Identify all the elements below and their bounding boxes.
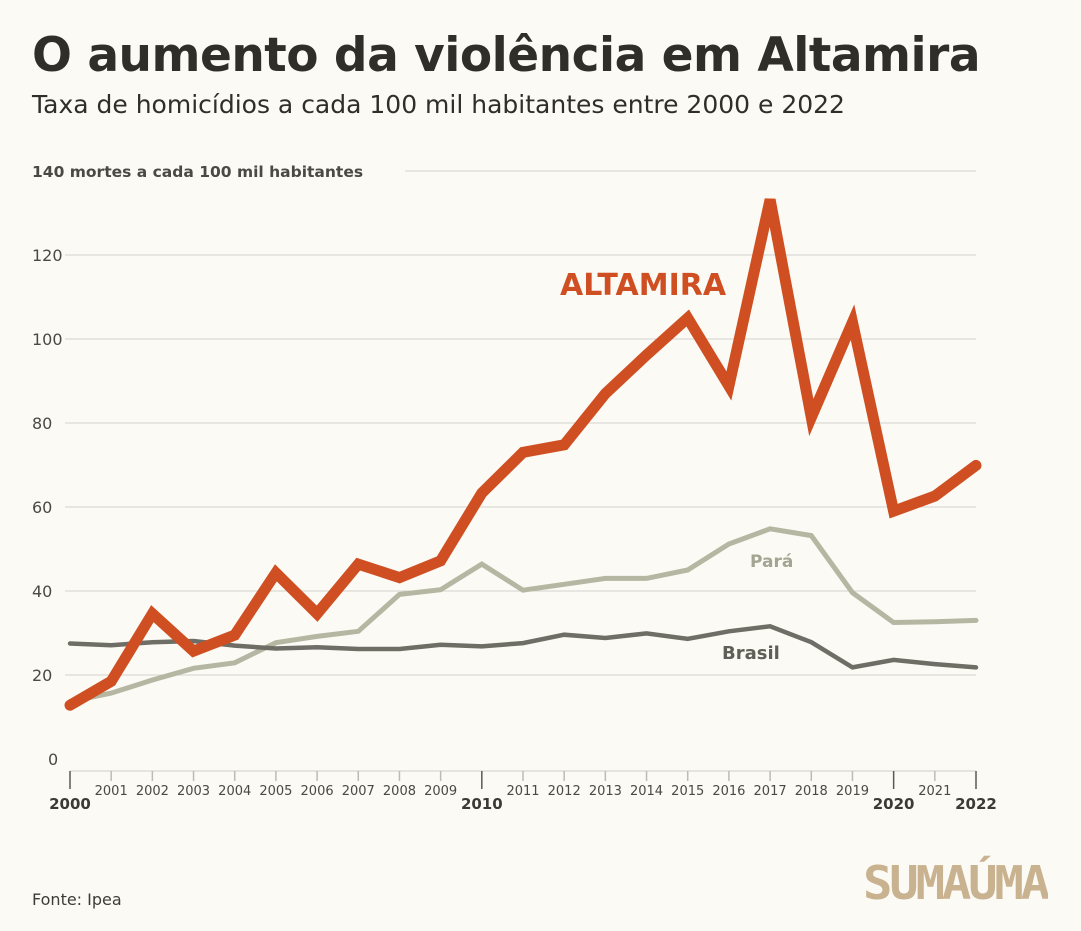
top-axis-label: 140 mortes a cada 100 mil habitantes [32,163,363,181]
series-lines [64,198,982,711]
chart-title: O aumento da violência em Altamira [32,28,981,83]
x-tick-label: 2000 [49,795,91,813]
x-tick-label: 2014 [630,784,663,799]
chart-subtitle: Taxa de homicídios a cada 100 mil habita… [32,90,845,119]
series-line-altamira [64,198,982,711]
x-tick-label: 2003 [177,784,210,799]
x-tick-label: 2017 [754,784,787,799]
x-axis: 2000 2001 2002 2003 2004 2005 2006 2007 2008 2009… [49,770,997,813]
x-tick-label: 2011 [506,784,539,799]
series-labels: ALTAMIRA Pará Brasil [560,268,793,664]
x-tick-label: 2002 [136,784,169,799]
series-label-altamira: ALTAMIRA [560,268,727,303]
x-tick-label: 2016 [712,784,745,799]
y-axis-labels: 20 40 60 80 100 120 0 140 mortes a cada 100 mil… [32,163,363,769]
y-tick-label: 100 [32,330,63,349]
x-tick-label: 2006 [301,784,334,799]
x-tick-label: 2008 [383,784,416,799]
series-line-par [67,526,979,704]
series-label-par: Pará [750,552,793,572]
series-label-brasil: Brasil [722,643,780,664]
y-tick-label: 20 [32,666,52,685]
logo-wordmark: SUMAÚMA [863,856,1048,910]
x-tick-label: 2012 [548,784,581,799]
x-tick-label: 2022 [955,795,997,813]
x-tick-label: 2015 [671,784,704,799]
source-note: Fonte: Ipea [32,890,122,909]
sumauma-logo: SUMAÚMA [863,856,1048,910]
x-tick-label: 2010 [461,795,503,813]
x-tick-label: 2013 [589,784,622,799]
y-tick-label: 80 [32,414,52,433]
x-tick-label: 2020 [873,795,915,813]
y-tick-label: 40 [32,582,52,601]
x-tick-label: 2004 [218,784,251,799]
y-tick-label: 60 [32,498,52,517]
x-tick-label: 2009 [424,784,457,799]
x-tick-label: 2001 [95,784,128,799]
y-tick-label: 120 [32,246,63,265]
x-tick-label: 2018 [795,784,828,799]
y-tick-label: 0 [48,750,58,769]
x-tick-label: 2005 [259,784,292,799]
x-tick-label: 2007 [342,784,375,799]
x-tick-label: 2021 [918,784,951,799]
gridlines [65,170,976,676]
x-tick-label: 2019 [836,784,869,799]
